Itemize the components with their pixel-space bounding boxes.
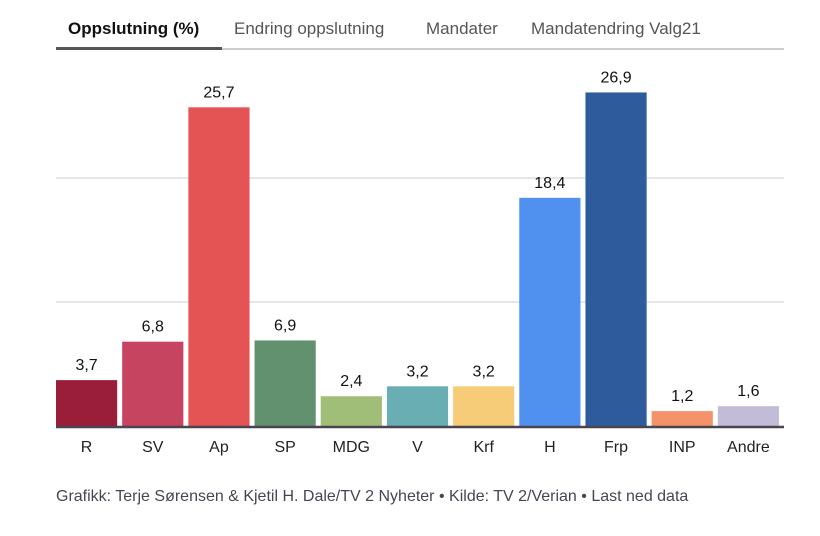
value-label: 3,2	[406, 363, 428, 380]
category-labels: R SV Ap SP MDG V Krf H Frp INP Andre	[81, 439, 770, 456]
category-label: H	[544, 439, 556, 456]
active-tab-indicator	[56, 47, 222, 50]
tab-oppslutning[interactable]: Oppslutning (%)	[68, 19, 200, 38]
category-label: SV	[142, 439, 164, 456]
value-label: 6,9	[274, 317, 296, 334]
bar-h[interactable]	[519, 197, 581, 426]
category-label: SP	[274, 439, 295, 456]
bar-andre[interactable]	[717, 406, 779, 426]
category-label: V	[412, 439, 423, 456]
value-label: 3,7	[75, 357, 97, 374]
category-label: INP	[669, 439, 696, 456]
tab-endring-oppslutning[interactable]: Endring oppslutning	[234, 19, 385, 38]
value-label: 1,6	[737, 383, 759, 400]
separator: •	[581, 488, 587, 505]
bar-mdg[interactable]	[320, 396, 382, 426]
category-label: Ap	[209, 439, 229, 456]
value-label: 3,2	[473, 363, 495, 380]
chart-footer: Grafikk: Terje Sørensen & Kjetil H. Dale…	[56, 488, 688, 506]
bar-frp[interactable]	[585, 92, 647, 426]
source-text: Kilde: TV 2/Verian	[449, 488, 577, 505]
category-label: Frp	[604, 439, 628, 456]
category-label: Krf	[473, 439, 494, 456]
credit-text: Grafikk: Terje Sørensen & Kjetil H. Dale…	[56, 488, 435, 505]
bars	[56, 92, 779, 426]
separator: •	[438, 488, 445, 505]
bar-chart: 3,7 6,8 25,7 6,9 2,4 3,2 3,2 18,4 26,9 1,2 1,6 R SV…	[56, 69, 784, 456]
bar-inp[interactable]	[651, 411, 713, 426]
download-data-link[interactable]: Last ned data	[591, 488, 689, 505]
value-label: 6,8	[142, 319, 164, 336]
bar-sv[interactable]	[122, 341, 184, 426]
value-labels: 3,7 6,8 25,7 6,9 2,4 3,2 3,2 18,4 26,9 1,2 1,6	[75, 69, 759, 405]
bar-ap[interactable]	[188, 107, 250, 426]
value-label: 2,4	[340, 373, 362, 390]
chart-tabs: Oppslutning (%) Endring oppslutning Mand…	[56, 14, 784, 50]
bar-v[interactable]	[386, 386, 449, 426]
bar-sp[interactable]	[254, 340, 316, 426]
bar-r[interactable]	[56, 380, 118, 426]
value-label: 25,7	[203, 84, 234, 101]
category-label: MDG	[333, 439, 370, 456]
value-label: 18,4	[534, 175, 565, 192]
value-label: 26,9	[600, 69, 631, 86]
bar-krf[interactable]	[453, 386, 515, 426]
gridlines	[56, 177, 784, 303]
tab-mandatendring-valg21[interactable]: Mandatendring Valg21	[531, 19, 701, 38]
tab-mandater[interactable]: Mandater	[426, 19, 498, 38]
category-label: R	[81, 439, 93, 456]
category-label: Andre	[727, 439, 770, 456]
value-label: 1,2	[671, 388, 693, 405]
